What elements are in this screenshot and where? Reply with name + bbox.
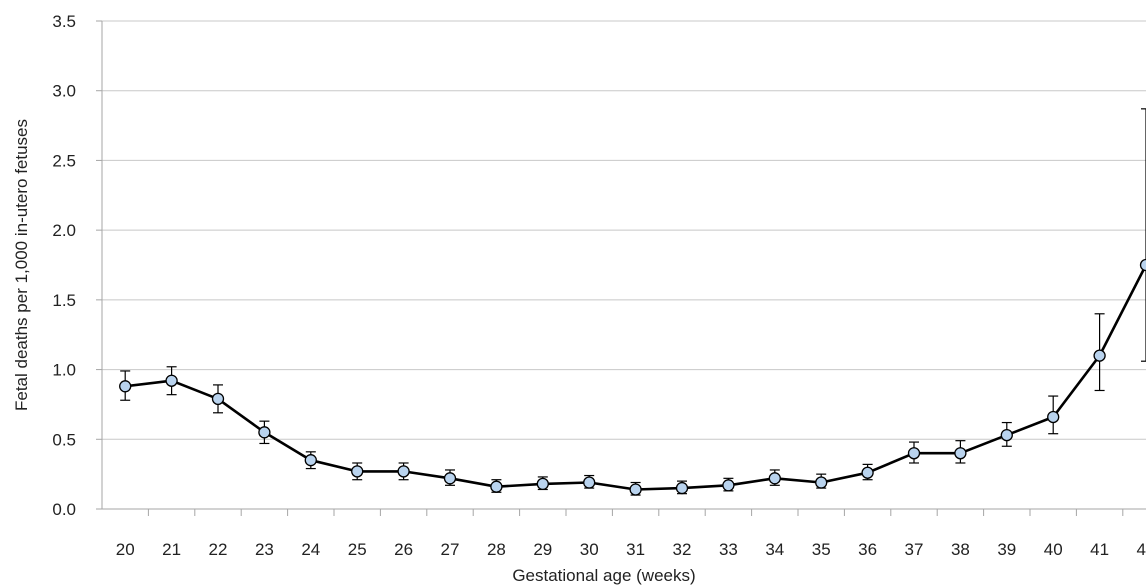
gridlines <box>102 20 1146 440</box>
x-tick-label: 42 <box>1137 540 1146 559</box>
x-axis-title: Gestational age (weeks) <box>512 566 695 585</box>
x-tick-label: 27 <box>441 540 460 559</box>
y-tick-label: 1.0 <box>52 361 76 380</box>
data-point <box>1093 349 1106 362</box>
x-tick-label: 36 <box>858 540 877 559</box>
x-tick-label: 23 <box>255 540 274 559</box>
x-tick-label: 31 <box>626 540 645 559</box>
x-tick-label: 22 <box>209 540 228 559</box>
data-point <box>815 476 828 489</box>
x-tick-label: 29 <box>533 540 552 559</box>
data-point <box>954 447 967 460</box>
data-point <box>397 465 410 478</box>
x-tick-label: 30 <box>580 540 599 559</box>
x-tick-label: 38 <box>951 540 970 559</box>
x-tick-label: 24 <box>301 540 320 559</box>
data-point <box>861 466 874 479</box>
x-tick-label: 32 <box>673 540 692 559</box>
y-tick-label: 2.0 <box>52 221 76 240</box>
x-tick-label: 33 <box>719 540 738 559</box>
data-point <box>165 374 178 387</box>
data-point <box>1000 428 1013 442</box>
x-tick-label: 39 <box>997 540 1016 559</box>
y-tick-labels: 0.0 0.5 1.0 1.5 2.0 2.5 3.0 3.5 <box>52 12 76 519</box>
data-point <box>629 483 642 496</box>
x-tick-label: 20 <box>116 540 135 559</box>
data-point <box>675 481 689 495</box>
x-tick-label: 28 <box>487 540 506 559</box>
series-line <box>125 264 1146 491</box>
x-tick-label: 40 <box>1044 540 1063 559</box>
x-tick-label: 21 <box>162 540 181 559</box>
data-point <box>907 447 921 460</box>
data-point <box>768 472 781 485</box>
x-tick-label: 25 <box>348 540 367 559</box>
y-tick-label: 1.5 <box>52 291 76 310</box>
x-tick-label: 35 <box>812 540 831 559</box>
data-point <box>536 477 549 491</box>
data-point <box>304 454 317 467</box>
data-point <box>583 476 596 489</box>
data-point <box>490 480 503 493</box>
x-tick-label: 41 <box>1090 540 1109 559</box>
y-tick-label: 0.5 <box>52 430 76 449</box>
data-point <box>119 380 132 393</box>
axes <box>96 20 1146 516</box>
data-point <box>211 392 225 406</box>
data-points <box>119 258 1146 496</box>
data-point <box>258 426 271 439</box>
y-tick-label: 3.5 <box>52 12 76 31</box>
y-tick-label: 2.5 <box>52 151 76 170</box>
data-point <box>1139 258 1146 272</box>
y-axis-title: Fetal deaths per 1,000 in-utero fetuses <box>12 119 31 411</box>
y-tick-label: 0.0 <box>52 500 76 519</box>
data-point <box>443 472 457 485</box>
x-tick-label: 26 <box>394 540 413 559</box>
data-point <box>351 465 364 478</box>
error-bar <box>1141 108 1146 362</box>
data-point <box>722 479 735 492</box>
x-tick-label: 37 <box>905 540 924 559</box>
x-tick-labels: 20 21 22 23 24 25 26 27 28 29 30 31 32 33 34 35 36 37 38 39… <box>116 540 1146 559</box>
x-tick-label: 34 <box>765 540 784 559</box>
y-tick-label: 3.0 <box>52 82 76 101</box>
data-point <box>1047 410 1060 424</box>
